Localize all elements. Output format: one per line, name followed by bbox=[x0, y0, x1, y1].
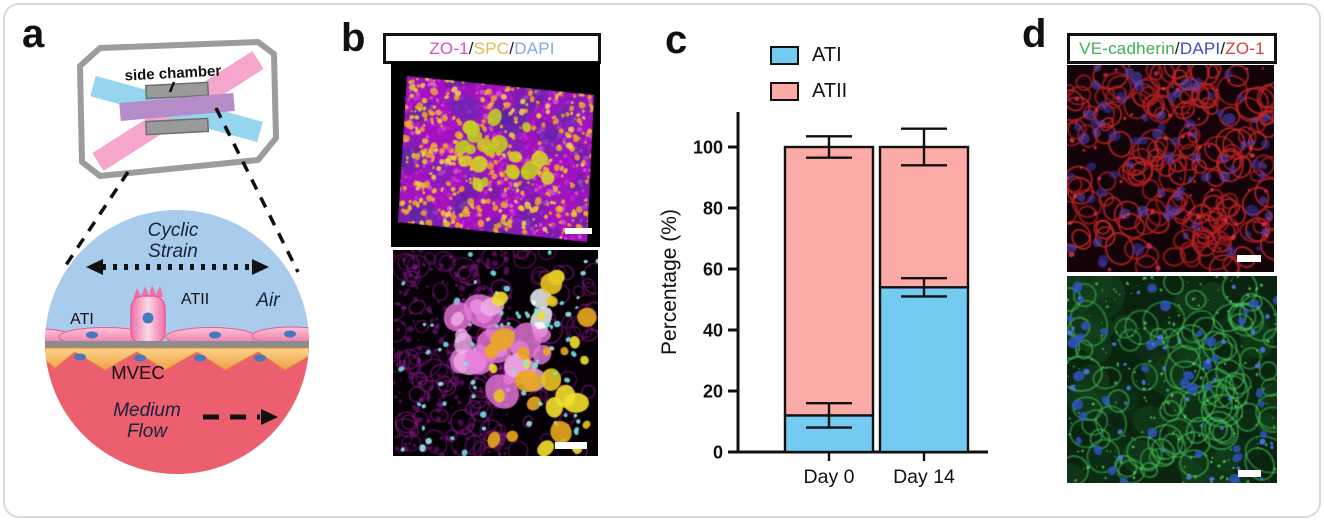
medium-flow-dashed-arrow bbox=[203, 409, 278, 425]
scale-bar bbox=[555, 442, 587, 449]
y-tick-label: 100 bbox=[693, 138, 723, 158]
stain-name: VE-cadherin bbox=[1079, 38, 1175, 58]
atii-cell bbox=[130, 285, 166, 345]
stain-label-box-b: ZO-1/SPC / DAPI bbox=[383, 33, 601, 64]
mvec-cell-layer bbox=[45, 347, 309, 371]
legend-swatch-ati bbox=[770, 46, 799, 65]
bar-day14-atii bbox=[878, 145, 970, 289]
scale-bar bbox=[1237, 255, 1261, 262]
y-tick-label: 20 bbox=[703, 382, 723, 402]
chip-body: side chamber bbox=[77, 39, 279, 179]
stain-name: ZO-1 bbox=[429, 38, 469, 58]
stain-name: DAPI bbox=[514, 38, 555, 58]
bar-day14-ati bbox=[878, 286, 970, 454]
panel-letter-b: b bbox=[341, 16, 366, 60]
y-tick-label: 80 bbox=[703, 199, 723, 219]
side-chamber-top-block bbox=[144, 81, 210, 100]
micrograph-vecadherin-dapi bbox=[1067, 276, 1277, 483]
micrograph-zo1-spc-dapi-3d bbox=[391, 62, 600, 247]
medium-flow-label-1: Medium bbox=[113, 400, 181, 421]
legend-row-atii: ATII bbox=[770, 80, 847, 103]
mvec-label: MVEC bbox=[111, 362, 164, 383]
purple-central-channel bbox=[119, 93, 235, 121]
panel-letter-d: d bbox=[1022, 12, 1047, 56]
stain-name: DAPI bbox=[1179, 38, 1221, 58]
panel-letter-a: a bbox=[22, 12, 45, 56]
y-tick-label: 60 bbox=[703, 260, 723, 280]
stacked-bar-chart: 0 20 40 60 80 100 Percentage (%) Day 0 Day 14 bbox=[658, 100, 1000, 500]
stain-label-box-d: VE-cadherin / DAPI / ZO-1 bbox=[1067, 33, 1277, 64]
micrograph-zo1-dapi-endothelium bbox=[1067, 65, 1274, 272]
cyclic-strain-label-2: Strain bbox=[148, 241, 198, 262]
stain-name: / bbox=[1220, 38, 1226, 58]
chip-schematic-diagram: side chamber bbox=[45, 39, 309, 474]
cyclic-strain-dotted-arrow bbox=[86, 259, 269, 275]
air-label: Air bbox=[255, 290, 280, 311]
stain-name: ZO-1 bbox=[1225, 38, 1265, 58]
x-category-label: Day 14 bbox=[893, 466, 955, 488]
panel-letter-c: c bbox=[665, 18, 688, 62]
side-chamber-label: side chamber bbox=[124, 62, 222, 84]
legend-swatch-atii bbox=[770, 82, 799, 101]
zoom-line-right bbox=[214, 107, 300, 273]
stain-name: / bbox=[509, 38, 515, 58]
stain-name: / bbox=[468, 38, 474, 58]
membrane-bar bbox=[45, 341, 309, 348]
chart-legend: ATI ATII bbox=[770, 44, 847, 116]
y-tick-label: 40 bbox=[703, 321, 723, 341]
stain-name: SPC bbox=[473, 38, 510, 58]
scale-bar bbox=[1238, 470, 1261, 477]
legend-label-atii: ATII bbox=[812, 80, 848, 102]
ati-label: ATI bbox=[70, 311, 94, 328]
legend-row-ati: ATI bbox=[770, 44, 847, 67]
y-tick-label: 0 bbox=[713, 443, 723, 463]
legend-label-ati: ATI bbox=[812, 44, 842, 66]
scale-bar bbox=[565, 228, 592, 234]
medium-flow-label-2: Flow bbox=[127, 421, 168, 442]
micrograph-zo1-spc-dapi-confocal bbox=[393, 250, 598, 456]
cyclic-strain-label-1: Cyclic bbox=[148, 220, 199, 241]
stain-name: / bbox=[1174, 38, 1180, 58]
atii-label: ATII bbox=[181, 291, 209, 308]
y-axis-title: Percentage (%) bbox=[660, 209, 681, 355]
bar-day0-atii bbox=[783, 145, 875, 417]
x-category-label: Day 0 bbox=[804, 466, 855, 488]
side-chamber-bottom-block bbox=[144, 117, 210, 136]
